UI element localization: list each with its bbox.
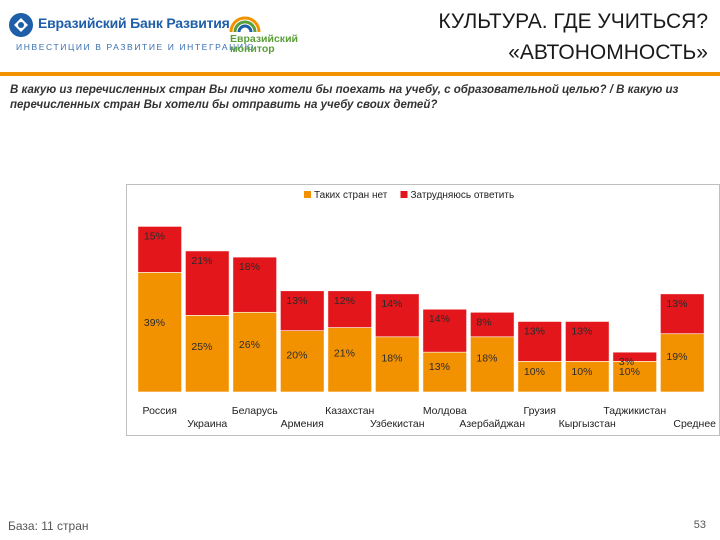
bank-tagline: ИНВЕСТИЦИИ В РАЗВИТИЕ И ИНТЕГРАЦИЮ: [16, 42, 255, 52]
bar-1-9: [517, 361, 562, 393]
bar-1-4: [280, 330, 325, 393]
bar-2-6: [375, 293, 420, 338]
data-label-1-8: 18%: [476, 353, 497, 365]
category-label-2: Украина: [187, 418, 227, 430]
category-label-3: Беларусь: [232, 405, 278, 417]
slide-title-line2: «АВТОНОМНОСТЬ»: [508, 41, 708, 64]
bar-2-8: [470, 311, 515, 338]
category-label-10: Кыргызстан: [559, 418, 616, 430]
survey-question: В какую из перечисленных стран Вы лично …: [10, 84, 679, 111]
category-label-9: Грузия: [524, 405, 556, 417]
data-label-2-1: 15%: [144, 230, 165, 242]
monitor-name: Евразийский монитор: [230, 33, 298, 55]
data-label-2-11: 3%: [619, 356, 634, 368]
chart-canvas: Таких стран нет Затрудняюсь ответить 39% 15…: [126, 184, 720, 436]
data-label-2-4: 13%: [286, 295, 307, 307]
data-label-1-3: 26%: [239, 339, 260, 351]
slide-header: Евразийский Банк Развития ИНВЕСТИЦИИ В Р…: [0, 0, 720, 78]
monitor-logo: Евразийский монитор: [228, 12, 338, 60]
bar-1-6: [375, 336, 420, 393]
bar-1-1: [137, 272, 182, 393]
bar-1-11: [612, 361, 657, 393]
bar-1-5: [327, 327, 372, 393]
edb-logo: Евразийский Банк Развития ИНВЕСТИЦИИ В Р…: [8, 12, 253, 54]
legend-label-1: Таких стран нет: [314, 190, 388, 201]
data-label-2-6: 14%: [381, 298, 402, 310]
base-note: База: 11 стран: [8, 519, 89, 533]
stacked-bar-chart: Таких стран нет Затрудняюсь ответить 39% 15…: [126, 184, 720, 436]
data-label-1-9: 10%: [524, 366, 545, 378]
bar-1-2: [185, 315, 230, 393]
bar-2-10: [565, 321, 610, 362]
bar-1-12: [660, 333, 705, 393]
data-label-1-10: 10%: [571, 366, 592, 378]
data-label-2-12: 13%: [666, 298, 687, 310]
data-label-2-5: 12%: [334, 295, 355, 307]
slide-title-line1: КУЛЬТУРА. ГДЕ УЧИТЬСЯ?: [438, 10, 708, 33]
bar-2-11: [612, 351, 657, 362]
data-label-1-7: 13%: [429, 361, 450, 373]
data-label-1-4: 20%: [286, 349, 307, 361]
category-label-1: Россия: [143, 405, 177, 417]
bar-1-7: [422, 351, 467, 393]
data-label-2-8: 8%: [476, 316, 491, 328]
data-label-1-6: 18%: [381, 353, 402, 365]
data-label-1-11: 10%: [619, 366, 640, 378]
bar-2-2: [185, 250, 230, 316]
bank-name: Евразийский Банк Развития: [38, 15, 230, 31]
rainbow-arc-icon: [229, 16, 261, 33]
category-label-5: Казахстан: [325, 405, 374, 417]
bar-2-7: [422, 308, 467, 353]
category-label-4: Армения: [281, 418, 324, 430]
bar-2-5: [327, 290, 372, 328]
bar-1-3: [232, 311, 277, 393]
data-label-1-1: 39%: [144, 317, 165, 329]
category-label-7: Молдова: [423, 405, 467, 417]
bar-2-1: [137, 226, 182, 273]
bar-2-9: [517, 321, 562, 362]
page-number: 53: [693, 519, 706, 531]
bar-2-3: [232, 256, 277, 313]
bar-1-10: [565, 361, 610, 393]
slide-title: КУЛЬТУРА. ГДЕ УЧИТЬСЯ? «АВТОНОМНОСТЬ»: [328, 6, 708, 68]
category-label-12: Среднее: [673, 418, 716, 430]
legend-swatch-2: [400, 191, 408, 198]
category-label-11: Таджикистан: [603, 405, 666, 417]
data-label-1-12: 19%: [666, 351, 687, 363]
bar-2-4: [280, 290, 325, 331]
category-label-6: Узбекистан: [370, 418, 425, 430]
category-label-8: Азербайджан: [459, 418, 525, 430]
monitor-name-line2: монитор: [230, 43, 275, 55]
data-label-2-10: 13%: [571, 325, 592, 337]
legend-swatch-1: [304, 191, 311, 198]
header-divider: [0, 72, 720, 76]
data-label-1-2: 25%: [191, 341, 212, 353]
bar-1-8: [470, 336, 515, 393]
bar-2-12: [660, 293, 705, 335]
monitor-name-line1: Евразийский: [230, 33, 298, 45]
data-label-2-7: 14%: [429, 313, 450, 325]
edb-emblem-icon: [9, 13, 33, 37]
legend-label-2: Затрудняюсь ответить: [411, 190, 515, 201]
data-label-2-3: 18%: [239, 261, 260, 273]
data-label-2-9: 13%: [524, 325, 545, 337]
data-label-2-2: 21%: [191, 255, 212, 267]
data-label-1-5: 21%: [334, 348, 355, 360]
